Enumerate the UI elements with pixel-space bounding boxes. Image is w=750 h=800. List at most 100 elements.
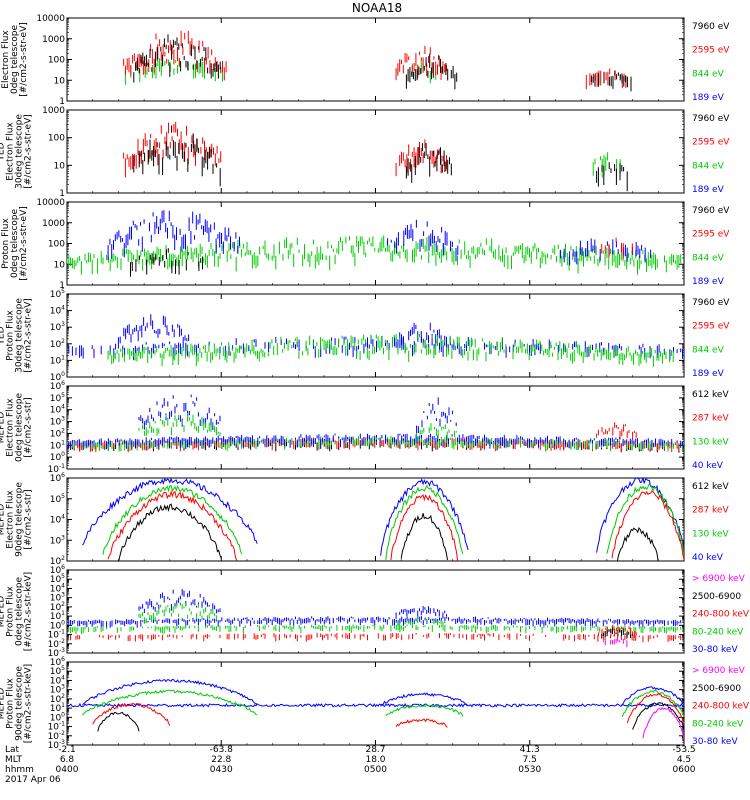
series-line-black <box>616 526 659 561</box>
series-line-red <box>395 718 448 728</box>
y-axis-label: MEPED Proton Flux 90deg telescope [#/cm2-s-… <box>0 664 34 743</box>
y-axis-label-line: Proton Flux <box>6 310 16 361</box>
y-tick-label: 100 <box>48 134 65 144</box>
y-tick-label: 106 <box>50 380 65 392</box>
legend-entry: 612 keV <box>692 390 729 400</box>
legend-entry: 130 keV <box>692 529 729 539</box>
series-trace <box>117 314 190 349</box>
legend-entry: 844 eV <box>692 253 725 263</box>
legend-entry: 844 eV <box>692 345 725 355</box>
series-burst-black <box>601 627 633 639</box>
series-burst-blue <box>416 397 457 434</box>
y-tick-label: 1 <box>59 189 65 199</box>
y-tick-label: 1000 <box>42 106 65 116</box>
legend-entry: 287 keV <box>692 414 729 424</box>
series-burst-blue <box>117 314 190 349</box>
panel-frame <box>66 569 685 654</box>
legend-entry: 2500-6900 <box>692 684 741 694</box>
y-axis-label-line: 0deg telescope <box>10 209 20 279</box>
series-burst-blue <box>395 606 447 619</box>
legend-entry: 80-240 keV <box>692 719 744 729</box>
panel-2: 1 10 100 1000 TED Electron Flux 30deg telescop… <box>0 106 730 199</box>
legend-entry: 7960 eV <box>692 114 730 124</box>
y-axis-label-line: MEPED <box>0 688 7 720</box>
series-burst-red <box>601 237 633 259</box>
series-burst-black <box>133 34 221 83</box>
series-trace <box>601 237 633 259</box>
series-trace <box>387 219 459 262</box>
x-tick-mlt: 18.0 <box>365 755 385 765</box>
legend-entry: 189 eV <box>692 369 725 379</box>
series-burst-black <box>133 125 221 187</box>
series-line-magenta <box>642 707 684 740</box>
y-tick-label: 101 <box>50 354 65 366</box>
y-axis-label: TED Proton Flux 30deg telescope [#/cm2-s-st… <box>0 298 34 373</box>
figure-title: NOAA18 <box>352 1 402 15</box>
series-trace <box>123 30 227 81</box>
y-tick-label: 1000 <box>42 35 65 45</box>
x-tick-hhmm: 0430 <box>210 765 233 775</box>
y-tick-label: 103 <box>50 534 65 546</box>
y-axis-label: MEPED Proton Flux 0deg telescope [#/cm2-s-s… <box>0 572 34 651</box>
x-row-label-lat: Lat <box>5 745 20 755</box>
series-trace <box>138 602 217 624</box>
data-marks <box>67 589 683 648</box>
x-tick-mlt: 6.8 <box>60 755 75 765</box>
series-trace <box>416 423 457 442</box>
y-axis-label-line: 0deg telescope <box>15 393 25 463</box>
legend-entry: 844 eV <box>692 161 725 171</box>
y-tick-label: 10 <box>54 76 66 86</box>
y-axis-label-line: 0deg telescope <box>10 25 20 95</box>
series-burst-green <box>395 616 446 630</box>
series-line-blue <box>380 692 469 707</box>
y-tick-label: 100 <box>50 451 65 463</box>
legend-entry: 2595 eV <box>692 322 730 332</box>
y-axis-label-line: 0deg telescope <box>15 577 25 647</box>
data-marks <box>68 314 683 367</box>
legend-entry: > 6900 keV <box>692 666 746 676</box>
y-axis-label-line: Electron Flux <box>6 398 16 457</box>
series-trace <box>123 121 222 178</box>
series-burst-green <box>416 423 457 442</box>
series-line-black <box>400 513 448 561</box>
series-trace <box>107 334 674 367</box>
series-burst-green <box>107 334 674 367</box>
series-trace <box>603 638 628 648</box>
series-trace <box>124 58 223 85</box>
series-trace <box>130 248 203 277</box>
legend-entry: 240-800 keV <box>692 702 750 712</box>
series-trace <box>405 53 458 90</box>
series-burst-green <box>138 413 221 437</box>
series-trace <box>590 71 632 92</box>
y-axis-label-line: 30deg telescope <box>15 114 25 189</box>
series-trace <box>395 606 447 619</box>
x-tick-mlt: 22.8 <box>211 755 231 765</box>
series-line-black <box>632 702 684 730</box>
y-axis-label-line: 90deg telescope <box>15 482 25 557</box>
y-axis-label-line: MEPED <box>0 412 7 444</box>
legend-entry: 130 keV <box>692 437 729 447</box>
series-line-red <box>390 494 459 561</box>
series-line-blue <box>82 678 258 706</box>
y-tick-label: 104 <box>50 404 65 416</box>
y-axis-label-line: Electron Flux <box>1 30 11 89</box>
series-burst-red <box>123 30 227 81</box>
y-axis-label-line: TED <box>0 326 7 345</box>
data-marks <box>67 394 683 453</box>
series-burst-blue <box>67 433 683 450</box>
y-tick-label: 102 <box>50 338 65 350</box>
y-tick-label: 103 <box>50 321 65 333</box>
legend-entry: 30-80 keV <box>692 645 738 655</box>
series-line-green <box>385 484 464 560</box>
series-line-blue <box>621 686 684 706</box>
legend-entry: 240-800 keV <box>692 610 750 620</box>
series-burst-black <box>590 71 632 92</box>
legend-entry: > 6900 keV <box>692 574 746 584</box>
y-tick-label: 104 <box>50 305 65 317</box>
x-tick-lat: -2.1 <box>58 745 76 755</box>
series-line-green <box>385 703 464 717</box>
y-axis-label-line: TED <box>0 142 7 161</box>
